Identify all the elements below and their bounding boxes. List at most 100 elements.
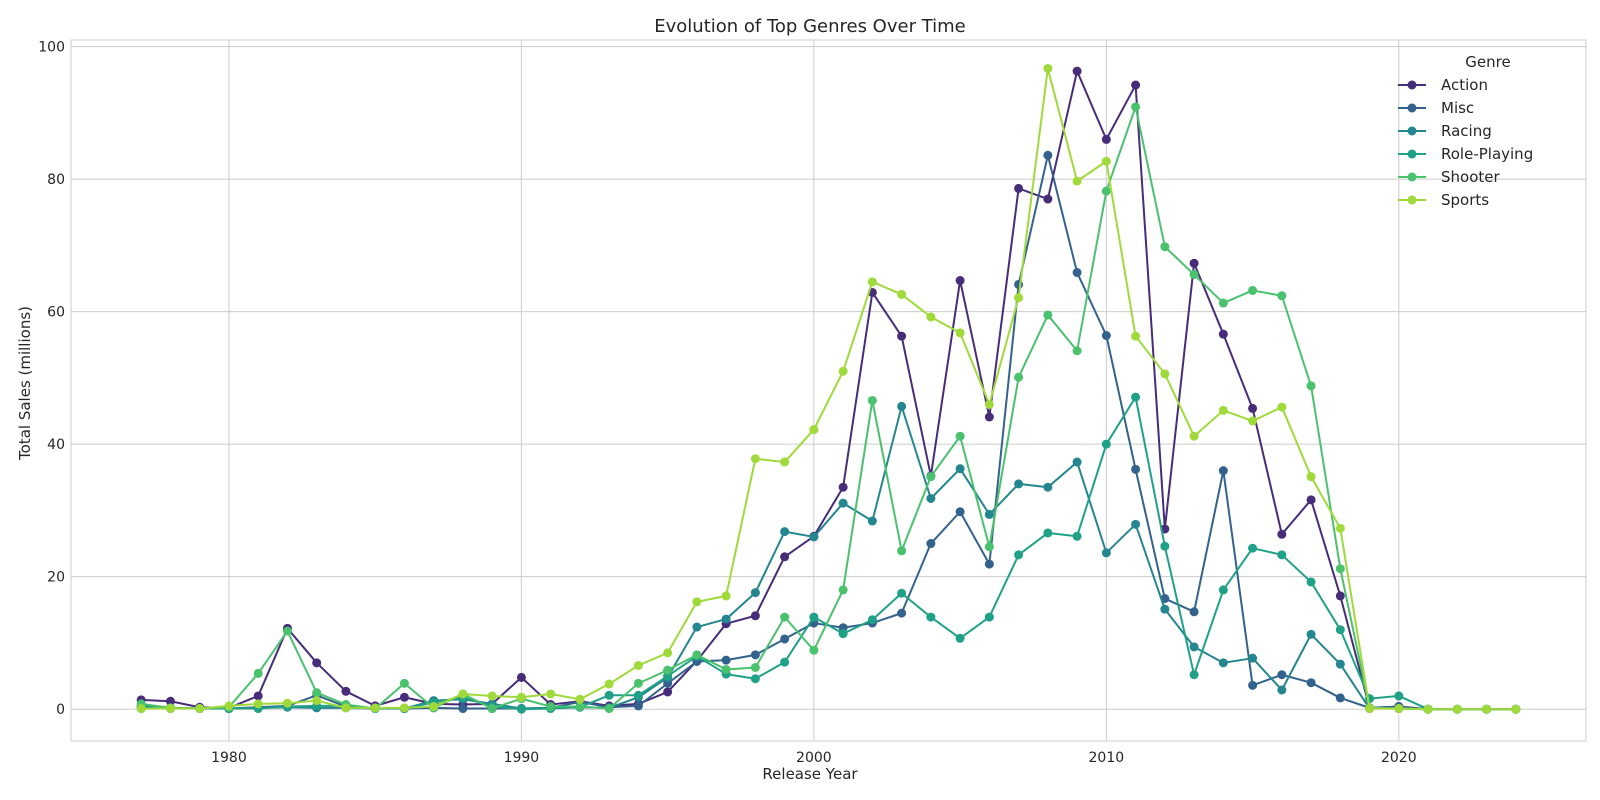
legend-item-role-playing: Role-Playing bbox=[1398, 145, 1533, 163]
data-point-shooter bbox=[838, 585, 848, 595]
data-point-shooter bbox=[692, 650, 702, 660]
x-tick-label: 1990 bbox=[504, 750, 540, 766]
data-point-action bbox=[516, 672, 526, 682]
data-point-shooter bbox=[633, 678, 643, 688]
data-point-misc bbox=[1072, 268, 1082, 278]
data-point-sports bbox=[429, 702, 439, 712]
data-point-shooter bbox=[282, 626, 292, 636]
data-point-racing bbox=[867, 516, 877, 526]
data-point-role-playing bbox=[516, 704, 526, 714]
data-point-action bbox=[1072, 66, 1082, 76]
data-point-sports bbox=[516, 692, 526, 702]
data-point-sports bbox=[136, 704, 146, 714]
data-point-shooter bbox=[1335, 564, 1345, 574]
data-point-shooter bbox=[955, 431, 965, 441]
legend-label: Racing bbox=[1441, 122, 1492, 140]
data-point-misc bbox=[1306, 678, 1316, 688]
data-point-racing bbox=[809, 532, 819, 542]
data-point-role-playing bbox=[1131, 392, 1141, 402]
legend-dot-marker bbox=[1407, 172, 1417, 182]
data-point-sports bbox=[282, 698, 292, 708]
data-point-shooter bbox=[1248, 285, 1258, 295]
data-point-action bbox=[341, 686, 351, 696]
data-point-sports bbox=[224, 701, 234, 711]
data-point-racing bbox=[838, 498, 848, 508]
data-point-role-playing bbox=[1394, 691, 1404, 701]
data-point-misc bbox=[1248, 680, 1258, 690]
data-point-racing bbox=[926, 493, 936, 503]
legend-label: Action bbox=[1441, 76, 1488, 94]
data-point-sports bbox=[312, 696, 322, 706]
data-point-sports bbox=[692, 597, 702, 607]
x-tick-label: 2010 bbox=[1089, 750, 1125, 766]
data-point-shooter bbox=[487, 704, 497, 714]
data-point-sports bbox=[1277, 402, 1287, 412]
legend-dot-marker bbox=[1407, 80, 1417, 90]
data-point-misc bbox=[897, 608, 907, 618]
data-point-action bbox=[1101, 134, 1111, 144]
data-point-sports bbox=[663, 648, 673, 658]
data-point-role-playing bbox=[1189, 670, 1199, 680]
data-point-racing bbox=[1189, 642, 1199, 652]
data-point-racing bbox=[1306, 629, 1316, 639]
data-point-role-playing bbox=[809, 612, 819, 622]
data-point-sports bbox=[1218, 405, 1228, 415]
data-point-misc bbox=[926, 539, 936, 549]
data-point-sports bbox=[721, 591, 731, 601]
data-point-racing bbox=[1248, 653, 1258, 663]
data-point-sports bbox=[487, 691, 497, 701]
data-point-action bbox=[1189, 258, 1199, 268]
x-axis-label: Release Year bbox=[762, 765, 858, 783]
data-point-shooter bbox=[926, 472, 936, 482]
data-point-shooter bbox=[1043, 310, 1053, 320]
data-point-racing bbox=[1101, 548, 1111, 558]
data-point-action bbox=[1218, 329, 1228, 339]
data-point-shooter bbox=[897, 546, 907, 556]
data-point-sports bbox=[867, 277, 877, 287]
data-point-role-playing bbox=[1306, 577, 1316, 587]
data-point-role-playing bbox=[955, 633, 965, 643]
legend-item-sports: Sports bbox=[1398, 191, 1489, 209]
data-point-shooter bbox=[1101, 186, 1111, 196]
data-point-sports bbox=[1014, 293, 1024, 303]
data-point-role-playing bbox=[604, 690, 614, 700]
data-point-sports bbox=[750, 454, 760, 464]
data-point-sports bbox=[1423, 704, 1433, 714]
axis-ticks: 1980 1990 2000 2010 2020 0 20 40 60 80 100 bbox=[38, 40, 1416, 766]
data-point-sports bbox=[1131, 331, 1141, 341]
data-point-racing bbox=[984, 509, 994, 519]
y-tick-label: 20 bbox=[47, 570, 65, 586]
data-point-role-playing bbox=[780, 657, 790, 667]
data-point-racing bbox=[692, 622, 702, 632]
legend-items: Action Misc Racing Role-Playing Shooter Sport… bbox=[1398, 76, 1533, 209]
data-point-shooter bbox=[809, 645, 819, 655]
data-point-sports bbox=[604, 679, 614, 689]
data-point-sports bbox=[399, 703, 409, 713]
data-point-shooter bbox=[1014, 372, 1024, 382]
data-point-sports bbox=[165, 704, 175, 714]
plot-area-frame bbox=[70, 39, 1587, 742]
data-point-sports bbox=[633, 660, 643, 670]
data-point-racing bbox=[1160, 604, 1170, 614]
data-point-sports bbox=[984, 399, 994, 409]
data-point-sports bbox=[780, 457, 790, 467]
data-point-action bbox=[1131, 80, 1141, 90]
data-point-sports bbox=[1043, 63, 1053, 73]
data-series bbox=[136, 63, 1521, 714]
legend: Genre Action Misc Racing Role-Playing Shoote… bbox=[1398, 53, 1533, 209]
data-point-action bbox=[955, 276, 965, 286]
data-point-shooter bbox=[1277, 291, 1287, 301]
data-point-misc bbox=[984, 559, 994, 569]
data-point-misc bbox=[1277, 670, 1287, 680]
data-point-role-playing bbox=[1101, 439, 1111, 449]
legend-item-racing: Racing bbox=[1398, 122, 1492, 140]
legend-dot-marker bbox=[1407, 103, 1417, 113]
data-point-shooter bbox=[546, 702, 556, 712]
data-point-sports bbox=[926, 312, 936, 322]
data-point-racing bbox=[1014, 479, 1024, 489]
data-point-sports bbox=[809, 425, 819, 435]
data-point-action bbox=[838, 482, 848, 492]
data-point-sports bbox=[575, 694, 585, 704]
data-point-shooter bbox=[253, 668, 263, 678]
